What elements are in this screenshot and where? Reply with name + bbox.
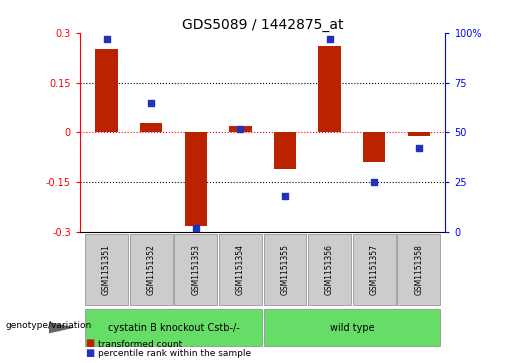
Bar bbox=[229, 126, 251, 132]
Text: percentile rank within the sample: percentile rank within the sample bbox=[98, 349, 251, 358]
Text: ■: ■ bbox=[85, 347, 94, 358]
Bar bbox=[184, 132, 207, 226]
Text: GSM1151351: GSM1151351 bbox=[102, 244, 111, 295]
Point bbox=[192, 225, 200, 231]
Point bbox=[281, 193, 289, 199]
Bar bbox=[95, 49, 118, 132]
Bar bbox=[175, 234, 217, 305]
Bar bbox=[318, 46, 341, 132]
Text: GSM1151353: GSM1151353 bbox=[191, 244, 200, 295]
Text: genotype/variation: genotype/variation bbox=[5, 321, 91, 330]
Text: GSM1151357: GSM1151357 bbox=[370, 244, 379, 295]
Text: transformed count: transformed count bbox=[98, 340, 182, 349]
Title: GDS5089 / 1442875_at: GDS5089 / 1442875_at bbox=[182, 18, 344, 32]
Bar bbox=[397, 234, 440, 305]
Point bbox=[325, 36, 334, 41]
Bar bbox=[140, 123, 162, 132]
Text: cystatin B knockout Cstb-/-: cystatin B knockout Cstb-/- bbox=[108, 323, 239, 333]
Point bbox=[147, 99, 156, 105]
Polygon shape bbox=[49, 322, 75, 333]
Bar bbox=[407, 132, 430, 136]
Bar bbox=[264, 309, 440, 346]
Bar bbox=[85, 309, 262, 346]
Bar bbox=[363, 132, 385, 163]
Text: wild type: wild type bbox=[330, 323, 374, 333]
Text: GSM1151356: GSM1151356 bbox=[325, 244, 334, 295]
Text: GSM1151352: GSM1151352 bbox=[147, 244, 156, 295]
Text: ■: ■ bbox=[85, 338, 94, 348]
Bar bbox=[264, 234, 306, 305]
Bar bbox=[353, 234, 396, 305]
Point bbox=[415, 146, 423, 151]
Point bbox=[370, 180, 378, 185]
Point bbox=[102, 36, 111, 41]
Point bbox=[236, 126, 245, 131]
Bar bbox=[85, 234, 128, 305]
Bar bbox=[274, 132, 296, 169]
Bar bbox=[308, 234, 351, 305]
Text: GSM1151354: GSM1151354 bbox=[236, 244, 245, 295]
Bar bbox=[219, 234, 262, 305]
Bar bbox=[130, 234, 173, 305]
Text: GSM1151355: GSM1151355 bbox=[281, 244, 289, 295]
Text: GSM1151358: GSM1151358 bbox=[414, 244, 423, 295]
